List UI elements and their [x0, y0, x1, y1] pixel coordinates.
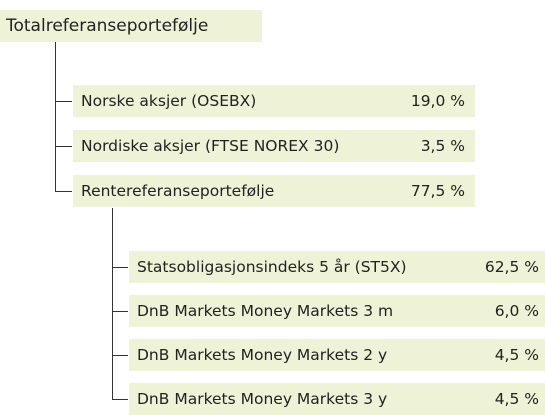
node-label: Norske aksjer (OSEBX) [81, 92, 257, 110]
node-label: DnB Markets Money Markets 3 y [137, 390, 388, 408]
root-node: Totalreferanseportefølje [0, 10, 262, 42]
node-value: 6,0 % [494, 302, 539, 320]
node: Norske aksjer (OSEBX) 19,0 % [73, 85, 475, 117]
node-value: 3,5 % [420, 137, 465, 155]
root-label: Totalreferanseportefølje [6, 16, 209, 36]
node-label: Statsobligasjonsindeks 5 år (ST5X) [137, 258, 407, 276]
node-value: 19,0 % [410, 92, 465, 110]
node-value: 4,5 % [494, 390, 539, 408]
child-node: DnB Markets Money Markets 3 m 6,0 % [129, 295, 545, 327]
node: Rentereferanseportefølje 77,5 % [73, 175, 475, 207]
child-node: Statsobligasjonsindeks 5 år (ST5X) 62,5 … [129, 251, 545, 283]
child-node: DnB Markets Money Markets 2 y 4,5 % [129, 339, 545, 371]
node-label: Nordiske aksjer (FTSE NOREX 30) [81, 137, 340, 155]
node-value: 62,5 % [484, 258, 539, 276]
child-node: DnB Markets Money Markets 3 y 4,5 % [129, 383, 545, 415]
node-value: 4,5 % [494, 346, 539, 364]
node: Nordiske aksjer (FTSE NOREX 30) 3,5 % [73, 130, 475, 162]
node-label: DnB Markets Money Markets 3 m [137, 302, 394, 320]
node-value: 77,5 % [410, 182, 465, 200]
node-label: Rentereferanseportefølje [81, 182, 275, 200]
node-label: DnB Markets Money Markets 2 y [137, 346, 388, 364]
